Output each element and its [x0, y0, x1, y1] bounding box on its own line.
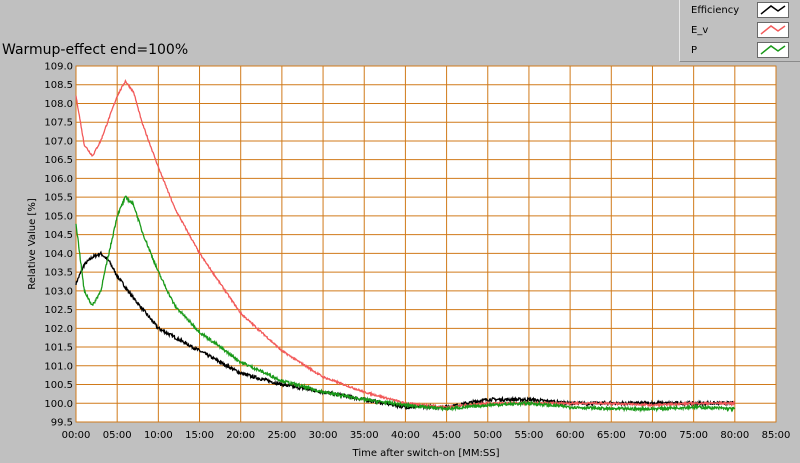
legend-swatch-efficiency[interactable] [757, 2, 789, 18]
x-tick-label: 80:00 [720, 430, 749, 441]
chart-title: Warmup-effect end=100% [2, 42, 189, 58]
y-tick-label: 106.0 [44, 174, 73, 185]
y-tick-label: 108.0 [44, 99, 73, 110]
x-tick-label: 65:00 [597, 430, 626, 441]
series-line-p [75, 195, 736, 413]
x-tick-label: 35:00 [350, 430, 379, 441]
x-tick-label: 55:00 [515, 430, 544, 441]
x-tick-label: 85:00 [762, 430, 791, 441]
plot-area [75, 65, 777, 423]
y-tick-label: 102.0 [44, 324, 73, 335]
y-tick-label: 106.5 [44, 155, 73, 166]
x-tick-label: 30:00 [309, 430, 338, 441]
x-tick-label: 45:00 [432, 430, 461, 441]
y-tick-labels: 99.5 100.0 100.5 101.0 101.5 102.0 102.5 103.0 1… [44, 62, 73, 429]
y-tick-label: 105.5 [44, 193, 73, 204]
legend-item-efficiency[interactable]: Efficiency [680, 1, 800, 21]
y-tick-label: 103.0 [44, 286, 73, 297]
y-tick-label: 105.0 [44, 211, 73, 222]
legend: Efficiency E_v P [679, 0, 800, 62]
y-tick-label: 109.0 [44, 62, 73, 73]
x-tick-label: 20:00 [226, 430, 255, 441]
x-tick-label: 60:00 [556, 430, 585, 441]
series-layer [75, 78, 736, 413]
x-tick-label: 50:00 [473, 430, 502, 441]
legend-item-p[interactable]: P [680, 41, 800, 61]
x-tick-label: 15:00 [185, 430, 214, 441]
y-tick-label: 100.5 [44, 380, 73, 391]
x-tick-labels: 00:00 05:00 10:00 15:00 20:00 25:00 30:00 35:00… [62, 430, 791, 441]
legend-label-p: P [691, 45, 698, 56]
y-axis-label: Relative Value [%] [27, 198, 38, 290]
legend-item-e-v[interactable]: E_v [680, 21, 800, 41]
y-tick-label: 107.0 [44, 136, 73, 147]
x-tick-label: 05:00 [103, 430, 132, 441]
legend-swatch-p[interactable] [757, 42, 789, 58]
x-tick-label: 25:00 [267, 430, 296, 441]
y-tick-label: 101.5 [44, 343, 73, 354]
x-tick-label: 70:00 [638, 430, 667, 441]
x-axis-label: Time after switch-on [MM:SS] [352, 448, 500, 459]
y-tick-label: 103.5 [44, 268, 73, 279]
y-tick-label: 102.5 [44, 305, 73, 316]
x-tick-label: 40:00 [391, 430, 420, 441]
y-tick-label: 107.5 [44, 118, 73, 129]
legend-label-e-v: E_v [691, 25, 709, 36]
y-tick-label: 99.5 [51, 418, 73, 429]
legend-label-efficiency: Efficiency [691, 5, 740, 16]
series-line-e-v [75, 78, 736, 410]
legend-swatch-e-v[interactable] [757, 22, 789, 38]
y-tick-label: 100.0 [44, 399, 73, 410]
y-tick-label: 108.5 [44, 80, 73, 91]
grid-lines [75, 65, 777, 423]
x-tick-label: 10:00 [144, 430, 173, 441]
x-tick-label: 00:00 [62, 430, 91, 441]
x-tick-label: 75:00 [679, 430, 708, 441]
y-tick-label: 101.0 [44, 361, 73, 372]
y-tick-label: 104.5 [44, 230, 73, 241]
y-tick-label: 104.0 [44, 249, 73, 260]
